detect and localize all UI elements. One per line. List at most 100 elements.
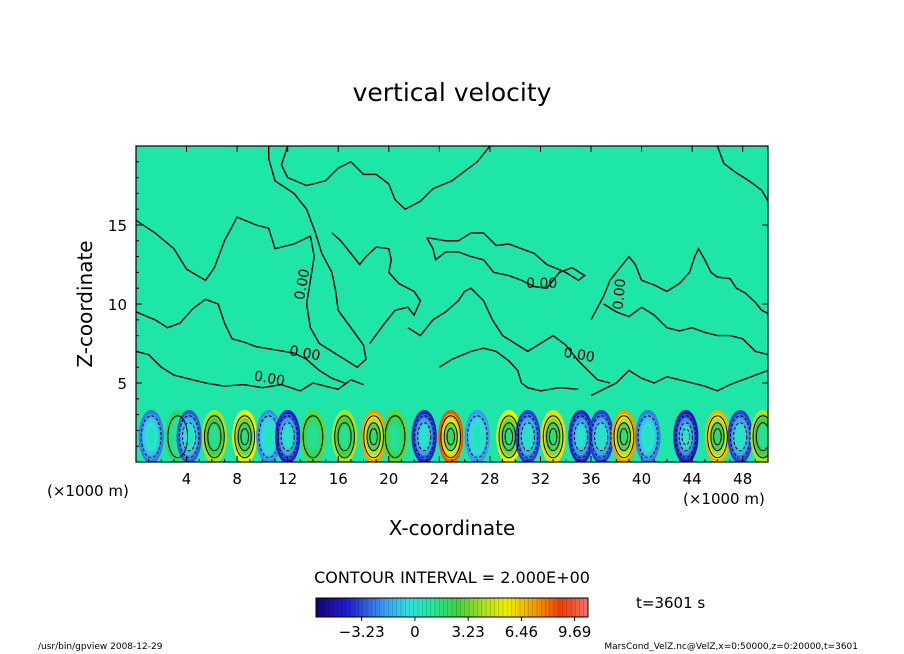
contour-cell-16-0 (542, 415, 564, 459)
contour-cell-21-2 (681, 428, 691, 446)
contour-cell-1-0 (167, 415, 189, 459)
x-tick-label-11: 48 (733, 470, 752, 488)
colorbar-tick-label-3: 6.46 (505, 623, 538, 641)
field-cell-12-level-4 (446, 425, 455, 448)
field-cell-23-level-4 (736, 425, 745, 448)
velocity-field (138, 409, 768, 462)
field-cell-8-level-4 (340, 425, 349, 448)
x-unit-label-right: (×1000 m) (683, 490, 765, 508)
y-axis: 5 10 15 (108, 161, 768, 447)
field-cell-13-level-4 (473, 425, 482, 448)
contour-cell-4-1 (237, 422, 252, 452)
contour-cell-13-0 (466, 415, 488, 459)
field-cell-20-level-4 (643, 425, 652, 448)
contour-cell-23-1 (733, 422, 748, 452)
chart-title: vertical velocity (353, 78, 552, 107)
field-cell-24-level-4 (758, 425, 767, 448)
field-cell-0-level-4 (147, 425, 156, 448)
field-cell-11-level-4 (420, 425, 429, 448)
footer-right: MarsCond_VelZ.nc@VelZ,x=0:50000,z=0:2000… (604, 642, 858, 652)
contour-cell-15-1 (520, 422, 535, 452)
plot-background (136, 146, 768, 462)
contour-cell-24-1 (755, 422, 768, 452)
zero-contour-4 (331, 232, 422, 344)
contour-cell-12-0 (440, 415, 462, 459)
field-cell-6-level-4 (283, 425, 292, 448)
contour-cell-22-0 (707, 415, 728, 459)
y-tick-label-2: 15 (108, 217, 127, 235)
footer-left: /usr/bin/gpview 2008-12-29 (38, 642, 163, 652)
contour-cell-24-0 (752, 415, 768, 459)
x-tick-label-10: 44 (683, 470, 702, 488)
field-cell-15-level-4 (523, 425, 532, 448)
contour-cell-5-0 (258, 415, 280, 459)
contour-cell-9-2 (369, 428, 378, 446)
zero-contour-1 (136, 298, 345, 384)
contour-cell-16-2 (548, 428, 558, 446)
x-tick-label-3: 16 (329, 470, 348, 488)
contour-cell-22-1 (710, 422, 725, 452)
contour-cell-2-1 (182, 422, 197, 452)
field-cell-5-level-4 (264, 425, 273, 448)
field-cell-19-level-4 (619, 425, 628, 448)
x-tick-label-7: 32 (531, 470, 550, 488)
field-cell-9-level-4 (369, 425, 378, 448)
zero-contour-10 (280, 146, 491, 211)
contour-cell-11-1 (417, 422, 432, 452)
contour-label-4: 0.00 (611, 278, 630, 310)
field-cell-17-level-4 (576, 425, 585, 448)
contour-cell-8-0 (334, 415, 355, 459)
time-label: t=3601 s (636, 594, 705, 612)
contour-cell-20-0 (637, 415, 659, 459)
x-unit-label-left: (×1000 m) (47, 482, 129, 500)
zero-contour-7 (590, 247, 768, 321)
contour-cell-19-2 (619, 428, 629, 446)
y-axis-label: Z-coordinate (73, 240, 97, 367)
contour-cell-2-0 (178, 415, 200, 459)
contour-cell-3-1 (207, 422, 222, 452)
contour-cell-23-0 (729, 415, 751, 459)
colorbar-tick-label-0: −3.23 (339, 623, 385, 641)
x-tick-label-9: 40 (632, 470, 651, 488)
field-cell-22-level-4 (713, 425, 722, 448)
contour-cell-15-0 (517, 415, 539, 459)
contour-label-0: 0.00 (292, 268, 313, 301)
x-axis-label: X-coordinate (389, 516, 516, 540)
contour-cell-7-0 (302, 415, 324, 459)
contour-cell-4-0 (234, 415, 256, 459)
y-tick-label-0: 5 (117, 375, 127, 393)
contour-label-5: 0.00 (562, 345, 595, 366)
contour-cell-21-1 (678, 422, 693, 452)
contour-cell-19-1 (616, 422, 631, 452)
field-cell-14-level-4 (504, 425, 513, 448)
x-tick-label-4: 20 (379, 470, 398, 488)
contour-cell-14-0 (498, 415, 520, 459)
contour-cell-12-2 (446, 428, 456, 446)
zero-contour-9 (590, 369, 768, 397)
field-cell-21-level-4 (681, 425, 690, 448)
contour-cell-17-1 (573, 422, 589, 452)
zero-contour-0 (136, 146, 367, 369)
contour-lines (136, 146, 768, 459)
colorbar-tick-label-4: 9.69 (558, 623, 591, 641)
contour-cell-8-1 (337, 422, 352, 452)
zero-contour-5 (407, 287, 611, 384)
x-tick-label-2: 12 (278, 470, 297, 488)
contour-cell-4-2 (240, 428, 249, 446)
contour-cell-12-1 (443, 422, 458, 452)
colorbar-ticks: −3.23 0 3.23 6.46 9.69 (315, 598, 591, 641)
contour-cell-14-1 (501, 422, 516, 452)
contour-cell-21-0 (675, 415, 697, 459)
contour-cell-16-1 (546, 422, 561, 452)
contour-cell-9-0 (363, 415, 384, 459)
contour-cell-10-0 (384, 415, 406, 459)
x-tick-label-1: 8 (232, 470, 242, 488)
field-cell-16-level-4 (549, 425, 558, 448)
zero-contour-11 (716, 146, 768, 202)
contour-interval-text: CONTOUR INTERVAL = 2.000E+00 (314, 568, 590, 587)
x-tick-label-8: 36 (581, 470, 600, 488)
contour-cell-11-0 (413, 415, 435, 459)
contour-cell-9-1 (366, 422, 381, 452)
x-tick-label-0: 4 (182, 470, 192, 488)
contour-cell-6-1 (280, 422, 295, 452)
